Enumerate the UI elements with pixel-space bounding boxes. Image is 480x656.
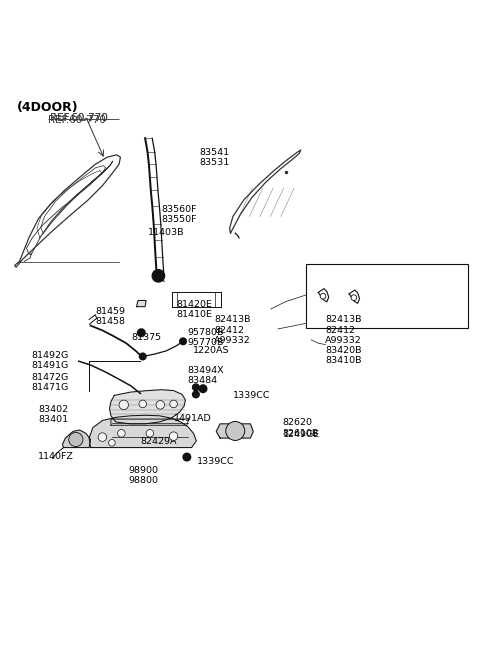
Circle shape xyxy=(192,384,199,390)
Text: 98900
98800: 98900 98800 xyxy=(129,466,158,485)
Text: 1249GE: 1249GE xyxy=(283,430,320,439)
Text: REF.60-770: REF.60-770 xyxy=(48,115,106,125)
Circle shape xyxy=(320,293,326,299)
Polygon shape xyxy=(62,430,91,447)
Polygon shape xyxy=(216,424,253,438)
Circle shape xyxy=(118,430,125,437)
Circle shape xyxy=(192,391,199,398)
Text: 1339CC: 1339CC xyxy=(197,457,235,466)
Circle shape xyxy=(170,400,178,408)
Text: REF.60-770: REF.60-770 xyxy=(50,113,108,123)
Text: 81420E
81410E: 81420E 81410E xyxy=(176,300,212,319)
Text: 83541
83531: 83541 83531 xyxy=(200,148,230,167)
Circle shape xyxy=(199,385,207,392)
Text: 82429A: 82429A xyxy=(140,437,177,446)
Text: 82620
82610B: 82620 82610B xyxy=(283,418,319,438)
Circle shape xyxy=(98,433,107,441)
Text: 81492G
81491G: 81492G 81491G xyxy=(31,351,69,370)
Text: 95780B
95770B: 95780B 95770B xyxy=(188,328,224,348)
Text: 82413B
82412
A99332: 82413B 82412 A99332 xyxy=(214,315,251,345)
Polygon shape xyxy=(137,300,146,306)
Text: REF.60-770: REF.60-770 xyxy=(50,113,108,123)
Text: 81472G
81471G: 81472G 81471G xyxy=(31,373,69,392)
Text: 83402
83401: 83402 83401 xyxy=(38,405,69,424)
Text: 11403B: 11403B xyxy=(147,228,184,237)
Circle shape xyxy=(139,400,146,408)
Text: 83560F
83550F: 83560F 83550F xyxy=(162,205,197,224)
Circle shape xyxy=(180,338,186,344)
Circle shape xyxy=(119,400,129,409)
Circle shape xyxy=(137,329,145,337)
Text: 82413B
82412
A99332: 82413B 82412 A99332 xyxy=(325,315,362,345)
Circle shape xyxy=(351,295,357,300)
Circle shape xyxy=(108,440,115,446)
Polygon shape xyxy=(89,415,196,447)
Text: 1220AS: 1220AS xyxy=(192,346,229,354)
Polygon shape xyxy=(109,390,185,424)
Circle shape xyxy=(152,270,165,282)
Circle shape xyxy=(146,430,154,437)
Circle shape xyxy=(226,421,245,440)
Text: 83420B
83410B: 83420B 83410B xyxy=(325,346,362,365)
Text: (4DOOR): (4DOOR) xyxy=(17,101,79,114)
Circle shape xyxy=(183,453,191,461)
Text: 1491AD: 1491AD xyxy=(174,415,211,423)
Circle shape xyxy=(139,353,146,359)
Circle shape xyxy=(156,401,165,409)
Text: 1140FZ: 1140FZ xyxy=(38,452,74,461)
Circle shape xyxy=(69,432,83,447)
Text: 1339CC: 1339CC xyxy=(233,390,270,400)
Text: 81459
81458: 81459 81458 xyxy=(96,306,125,326)
Text: 81375: 81375 xyxy=(131,333,161,342)
Text: 83494X
83484: 83494X 83484 xyxy=(188,366,225,385)
Circle shape xyxy=(169,432,178,440)
